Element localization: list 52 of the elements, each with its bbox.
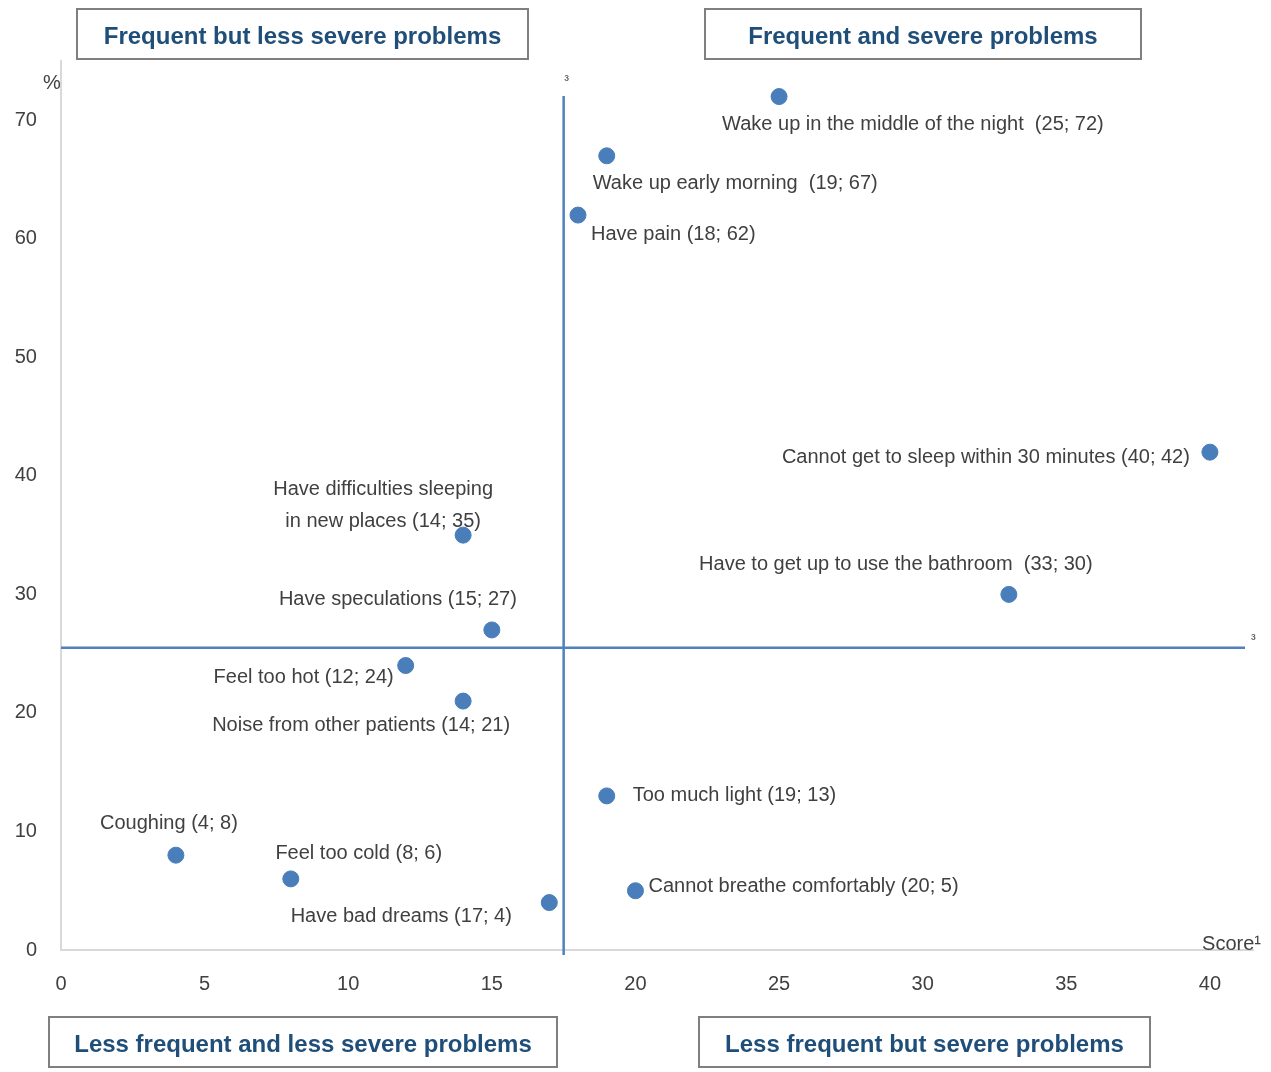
x-tick-label: 35 [1055,971,1078,994]
text: Frequent and severe problems [704,8,1142,60]
data-label: Noise from other patients (14; 21) [212,712,511,735]
y-tick-label: 70 [14,107,37,130]
data-label: Have difficulties sleeping in new places (14; 35) [273,476,493,531]
data-label: Have to get up to use the bathroom (33; 30) [699,551,1093,574]
point [770,88,788,106]
x-tick-label: 20 [624,971,647,994]
x-tick-label: 25 [767,971,791,994]
y-axis-title: % [43,70,61,93]
data-label: Have pain (18; 62) [591,221,756,244]
data-label: Coughing (4; 8) [99,810,238,833]
x-tick-label: 10 [337,971,360,994]
x-tick-label: 0 [55,971,67,994]
y-tick-label: 50 [14,344,37,367]
data-label: Cannot get to sleep within 30 minutes (40; 42) [781,444,1190,467]
x-tick-label: 5 [199,971,211,994]
text: Less frequent but severe problems [698,1016,1151,1068]
data-label: Too much light (19; 13) [632,783,837,806]
y-tick-label: 20 [14,700,37,723]
point [569,206,587,224]
y-tick-label: 0 [25,937,37,960]
y-tick-label: 30 [14,581,37,604]
data-label: Wake up in the middle of the night (25; 72) [722,112,1104,135]
x-tick-label: 30 [911,971,934,994]
data-label: Have bad dreams (17; 4) [290,904,512,927]
point [167,846,185,864]
point [598,147,616,165]
x-axis-title: Score¹ [1202,931,1262,954]
point [282,870,300,888]
point [540,894,558,912]
x-tick-label: 15 [480,971,503,994]
point [1201,443,1219,461]
data-label: Have speculations (15; 27) [278,587,517,610]
text: Frequent but less severe problems [76,8,529,60]
data-label: Feel too cold (8; 6) [275,841,443,864]
y-tick-label: 10 [14,818,37,841]
x-tick-label: 40 [1198,971,1222,994]
point [626,882,644,900]
point [397,657,415,675]
point [598,787,616,805]
ref-line-label: ³ [564,72,570,88]
point [483,621,501,639]
data-label: Wake up early morning (19; 67) [592,171,878,194]
point [1000,585,1018,603]
data-label: Cannot breathe comfortably (20; 5) [648,874,959,897]
ref-line-label: ³ [1251,630,1256,647]
data-label: Feel too hot (12; 24) [213,665,394,688]
text: Less frequent and less severe problems [48,1016,558,1068]
point [454,692,472,710]
y-tick-label: 40 [14,463,37,486]
y-tick-label: 60 [14,226,37,249]
